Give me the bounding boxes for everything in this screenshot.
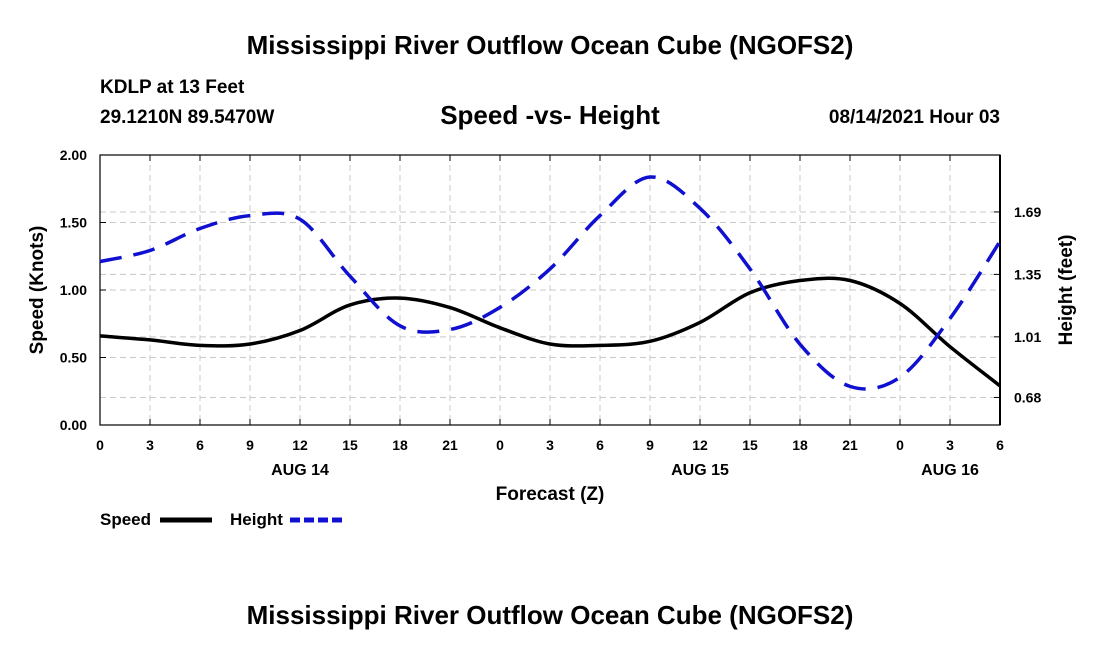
coordinates-label: 29.1210N 89.5470W: [100, 107, 275, 128]
y2-tick-label: 1.35: [1014, 266, 1041, 282]
x-tick-label: 12: [692, 437, 708, 453]
y2-tick-label: 1.01: [1014, 329, 1041, 345]
x-tick-label: 6: [596, 437, 604, 453]
y2-tick-label: 0.68: [1014, 389, 1041, 405]
forecast-datetime: 08/14/2021 Hour 03: [828, 107, 1000, 128]
x-tick-label: 15: [342, 437, 358, 453]
x-tick-label: 3: [146, 437, 154, 453]
x-tick-label: 0: [496, 437, 504, 453]
x-tick-label: 18: [392, 437, 408, 453]
legend-speed-label: Speed: [100, 510, 152, 529]
date-label: AUG 14: [271, 462, 329, 479]
x-tick-label: 21: [842, 437, 858, 453]
date-label: AUG 15: [671, 462, 729, 479]
y-tick-label: 0.50: [60, 350, 87, 366]
y-tick-label: 1.00: [60, 282, 87, 298]
y-tick-label: 1.50: [60, 215, 87, 231]
x-tick-label: 18: [792, 437, 808, 453]
chart-subtitle: Speed -vs- Height: [440, 100, 660, 130]
y-tick-label: 2.00: [60, 147, 87, 163]
x-tick-label: 21: [442, 437, 458, 453]
x-tick-label: 15: [742, 437, 758, 453]
x-tick-label: 6: [996, 437, 1004, 453]
x-tick-label: 9: [246, 437, 254, 453]
x-axis-title: Forecast (Z): [496, 484, 605, 505]
y2-axis-title: Height (feet): [1056, 235, 1077, 346]
legend-height-label: Height: [230, 510, 283, 529]
y2-tick-label: 1.69: [1014, 204, 1041, 220]
date-label: AUG 16: [921, 462, 979, 479]
station-label: KDLP at 13 Feet: [100, 77, 245, 98]
series-line-height: [99, 175, 1002, 391]
x-tick-label: 0: [896, 437, 904, 453]
y-axis-title: Speed (Knots): [27, 226, 48, 355]
chart-title-top: Mississippi River Outflow Ocean Cube (NG…: [246, 30, 854, 60]
x-tick-label: 12: [292, 437, 308, 453]
x-tick-label: 3: [946, 437, 954, 453]
chart-title-bottom: Mississippi River Outflow Ocean Cube (NG…: [246, 600, 854, 630]
x-tick-label: 9: [646, 437, 654, 453]
x-tick-label: 6: [196, 437, 204, 453]
series-line-speed: [99, 276, 1002, 388]
y-tick-label: 0.00: [60, 417, 87, 433]
x-tick-label: 0: [96, 437, 104, 453]
x-tick-label: 3: [546, 437, 554, 453]
